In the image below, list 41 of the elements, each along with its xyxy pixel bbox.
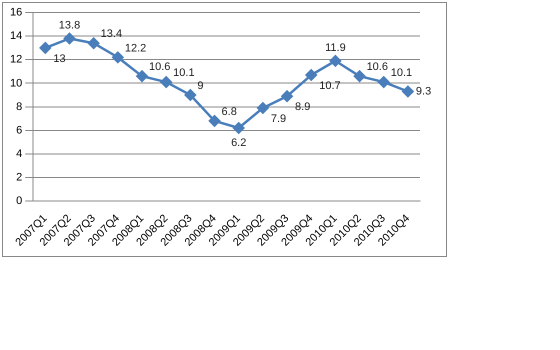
- point: [136, 70, 148, 82]
- data-label: 9.3: [416, 86, 432, 98]
- data-label: 6.2: [231, 137, 246, 150]
- data-label: 10.1: [390, 67, 412, 80]
- point: [330, 55, 342, 67]
- point: [88, 37, 100, 49]
- data-label: 12.2: [124, 42, 146, 54]
- data-label: 11.9: [325, 42, 346, 54]
- y-tick-label: 12: [10, 54, 22, 66]
- data-label: 6.8: [222, 106, 237, 118]
- y-tick-label: 14: [10, 30, 22, 42]
- point: [402, 86, 414, 98]
- point: [257, 102, 269, 114]
- point: [160, 76, 172, 88]
- point: [305, 69, 317, 81]
- point: [232, 122, 244, 134]
- point: [40, 42, 52, 54]
- y-tick-label: 16: [10, 6, 22, 19]
- point: [354, 70, 366, 82]
- data-label: 9: [197, 80, 204, 92]
- data-label: 8.9: [295, 101, 310, 114]
- point: [184, 89, 196, 101]
- point: [112, 52, 124, 64]
- y-tick-label: 2: [16, 171, 22, 184]
- data-label: 10.7: [319, 80, 341, 92]
- data-label: 10.6: [149, 61, 170, 74]
- y-tick-label: 4: [16, 148, 22, 160]
- y-tick-label: 6: [16, 124, 22, 136]
- data-label: 10.6: [366, 61, 388, 74]
- y-tick-label: 0: [16, 195, 22, 208]
- data-label: 7.9: [270, 113, 286, 125]
- y-tick-label: 8: [16, 100, 22, 113]
- data-label: 13.4: [100, 28, 122, 40]
- data-label: 13: [53, 52, 66, 65]
- data-label: 10.1: [173, 67, 195, 80]
- point: [208, 115, 220, 127]
- data-label: 13.8: [58, 20, 80, 32]
- point: [281, 90, 293, 102]
- point: [378, 76, 390, 88]
- y-tick-label: 10: [10, 77, 22, 90]
- point: [64, 32, 76, 44]
